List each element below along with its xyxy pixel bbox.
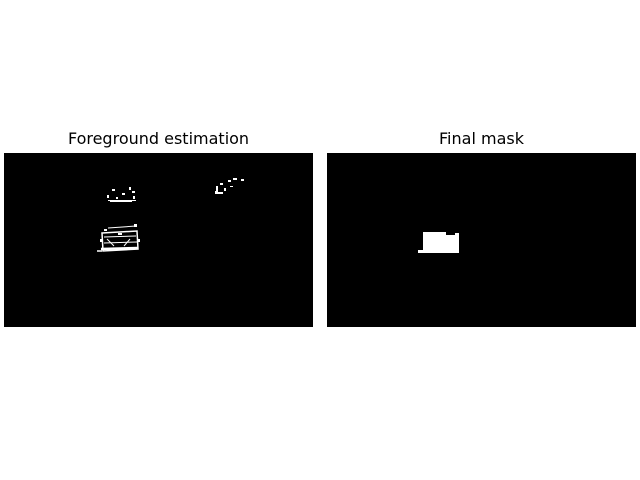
final-mask-blob <box>418 232 459 253</box>
foreground-blob-upper-left <box>107 187 136 202</box>
foreground-blob-vehicle-dots <box>100 224 140 242</box>
foreground-estimation-plot <box>97 178 244 252</box>
final-mask-image <box>327 153 636 327</box>
foreground-blob-vehicle <box>97 225 139 252</box>
foreground-estimation-title: Foreground estimation <box>67 129 250 148</box>
foreground-blob-upper-right <box>215 178 244 194</box>
final-mask-title: Final mask <box>439 129 524 148</box>
foreground-estimation-image <box>4 153 313 327</box>
final-mask-plot <box>418 232 459 253</box>
